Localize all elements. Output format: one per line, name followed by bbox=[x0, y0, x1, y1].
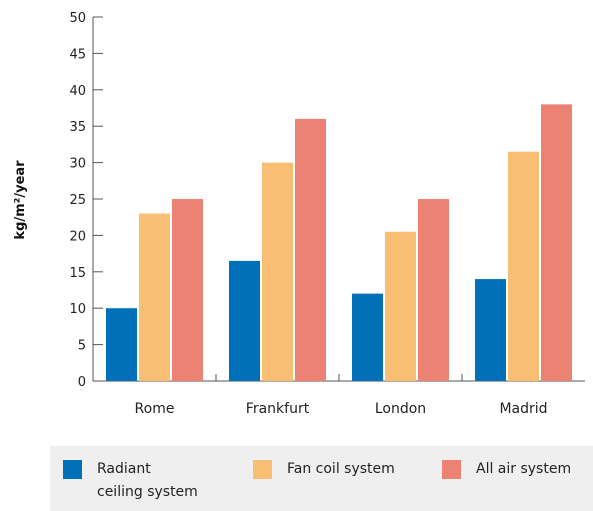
bar bbox=[352, 293, 383, 381]
bar bbox=[475, 279, 506, 381]
legend-item-radiant-ceiling: Radiant ceiling system bbox=[63, 460, 198, 504]
legend-item-fan-coil: Fan coil system bbox=[253, 460, 395, 481]
legend-label-fan-coil: Fan coil system bbox=[287, 461, 395, 477]
legend-label-radiant-ceiling: Radiant ceiling system bbox=[97, 461, 198, 500]
bar bbox=[229, 260, 260, 381]
bar bbox=[541, 104, 572, 382]
y-tick-label: 25 bbox=[69, 193, 86, 208]
legend-swatch-all-air bbox=[442, 460, 461, 479]
bar bbox=[385, 231, 416, 381]
legend-swatch-fan-coil bbox=[253, 460, 272, 479]
y-tick-label: 0 bbox=[78, 375, 86, 390]
legend-item-all-air: All air system bbox=[442, 460, 571, 481]
bar bbox=[172, 199, 203, 381]
bars bbox=[106, 104, 572, 382]
y-tick-label: 15 bbox=[69, 266, 86, 281]
y-tick-label: 40 bbox=[69, 84, 86, 99]
y-tick-label: 50 bbox=[69, 11, 86, 26]
y-tick-label: 30 bbox=[69, 157, 86, 172]
y-tick-label: 45 bbox=[69, 47, 86, 62]
bar bbox=[139, 213, 170, 381]
bar bbox=[295, 118, 326, 382]
legend-swatch-radiant-ceiling bbox=[63, 460, 82, 479]
legend-label-all-air: All air system bbox=[476, 461, 572, 477]
x-tick-label: Madrid bbox=[499, 401, 547, 417]
y-tick-label: 20 bbox=[69, 229, 86, 244]
bar bbox=[418, 199, 449, 381]
x-tick-label: Frankfurt bbox=[246, 401, 310, 417]
y-tick-label: 10 bbox=[69, 302, 86, 317]
x-tick-label: London bbox=[375, 401, 426, 417]
bar bbox=[262, 162, 293, 381]
y-axis: 0 5 10 15 20 25 30 35 40 45 50 bbox=[69, 11, 103, 390]
bar-chart: 0 5 10 15 20 25 30 35 40 45 50 Rome Frankfurt London… bbox=[13, 11, 585, 417]
y-axis-label: kg/m²/year bbox=[13, 160, 28, 240]
bar bbox=[106, 308, 137, 381]
bar bbox=[508, 151, 539, 381]
y-tick-label: 5 bbox=[78, 339, 86, 354]
x-tick-label: Rome bbox=[135, 401, 175, 417]
y-tick-label: 35 bbox=[69, 120, 86, 135]
legend: Radiant ceiling system Fan coil system A… bbox=[50, 446, 593, 511]
